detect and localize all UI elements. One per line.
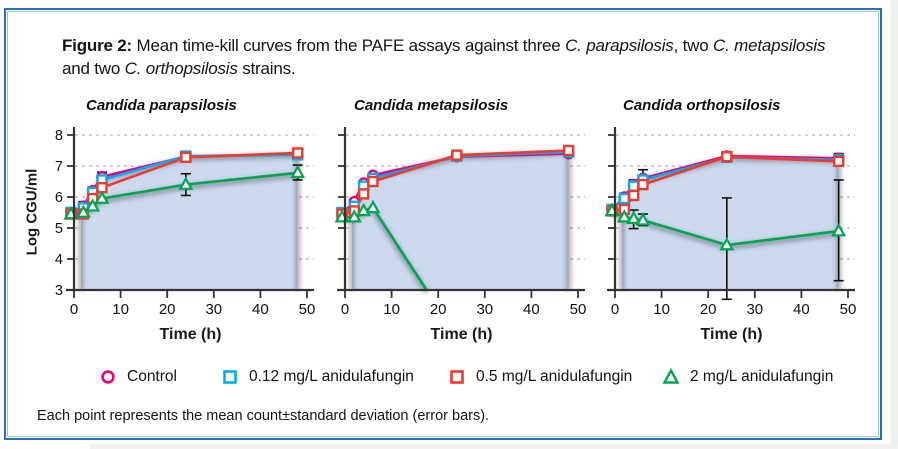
legend-item-control: Control [98, 365, 177, 389]
x-tick-label: 50 [299, 301, 316, 318]
y-tick-label: 5 [55, 221, 63, 237]
y-tick-label: 4 [55, 252, 63, 268]
x-tick-label: 10 [383, 301, 400, 318]
data-point-marker [635, 212, 651, 226]
x-tick-label: 40 [793, 301, 810, 318]
chart-svg-candida-orthopsilosis: 0 10 20 30 40 50 [604, 127, 857, 318]
title-segment: , two [673, 36, 714, 55]
timekill-chart-parapsilosis: 3 4 5 6 7 8 0 10 20 30 40 50 [48, 121, 320, 325]
page-margin-right [890, 0, 898, 449]
legend-item-0-12-mg-l-anidulafungin: 0.12 mg/L anidulafungin [220, 365, 414, 389]
x-tick-label: 40 [252, 301, 269, 318]
data-point-marker [290, 164, 306, 179]
x-tick-label: 50 [570, 301, 587, 318]
panel-title-metapsilosis: Candida metapsilosis [354, 97, 509, 114]
x-axis-label-3: Time (h) [700, 326, 763, 343]
data-point-marker [291, 147, 304, 159]
panel-title-parapsilosis: Candida parapsilosis [86, 97, 237, 114]
legend-label: 0.5 mg/L anidulafungin [476, 368, 633, 385]
x-tick-label: 50 [840, 301, 857, 318]
x-tick-label: 20 [159, 301, 176, 318]
legend-item-2-mg-l-anidulafungin: 2 mg/L anidulafungin [661, 365, 833, 389]
data-point-marker [637, 178, 649, 191]
y-axis-label: Log CGU/ml [23, 168, 41, 256]
square-marker-icon [450, 370, 464, 384]
data-point-marker [451, 149, 463, 161]
title-segment: strains. [237, 59, 296, 78]
y-tick-label: 6 [55, 190, 63, 206]
x-tick-label: 0 [70, 301, 78, 318]
x-tick-label: 10 [653, 301, 670, 318]
data-point-marker [616, 209, 632, 223]
x-tick-label: 40 [523, 301, 540, 318]
data-point-marker [75, 204, 91, 218]
data-point-marker [721, 151, 733, 163]
x-tick-label: 20 [430, 301, 447, 318]
figure-caption: Each point represents the mean count±sta… [37, 408, 490, 424]
x-axis-label-1: Time (h) [159, 326, 222, 343]
x-tick-label: 30 [746, 301, 763, 318]
triangle-marker-icon [662, 368, 680, 384]
data-point-marker [719, 236, 735, 251]
data-point-marker [357, 188, 370, 200]
circle-marker-icon [101, 370, 115, 384]
legend-label: 2 mg/L anidulafungin [690, 368, 834, 385]
timekill-chart-metapsilosis: 0 10 20 30 40 50 [319, 121, 591, 325]
page-margin-bottom [90, 444, 898, 449]
axes [607, 127, 855, 298]
square-marker-icon [223, 370, 237, 384]
data-point-marker [346, 209, 362, 223]
figure-frame: Figure 2: Mean time-kill curves from the… [4, 8, 882, 440]
data-point-marker [627, 189, 640, 202]
chart-svg-candida-metapsilosis: 0 10 20 30 40 50 [334, 127, 587, 318]
x-tick-label: 20 [700, 301, 717, 318]
area-fill [351, 150, 569, 290]
axes [66, 127, 314, 298]
chart-svg-candida-parapsilosis: 3 4 5 6 7 8 0 10 20 30 40 50 [55, 127, 316, 318]
title-segment: C. parapsilosis [565, 36, 674, 55]
data-point-marker [85, 198, 101, 212]
data-point-marker [367, 175, 379, 188]
x-tick-label: 30 [476, 301, 493, 318]
data-point-marker [627, 180, 640, 192]
data-point-marker [562, 144, 575, 157]
title-segment: Mean time-kill curves from the PAFE assa… [132, 36, 566, 55]
area-fill [621, 156, 839, 290]
title-segment: C. metapsilosis [713, 36, 826, 55]
x-axis-label-2: Time (h) [430, 326, 493, 343]
data-point-marker [831, 223, 847, 237]
series-markers-2-mg-l-anidulafungin [63, 164, 306, 220]
data-point-marker [180, 151, 192, 164]
data-point-marker [832, 155, 845, 168]
data-point-marker [618, 192, 631, 205]
panel-title-orthopsilosis: Candida orthopsilosis [623, 97, 781, 114]
data-point-marker [94, 190, 110, 204]
axes [337, 127, 585, 298]
area-fill [80, 152, 298, 290]
y-tick-label: 8 [55, 128, 63, 144]
legend-label: Control [127, 368, 177, 385]
title-segment: and two [62, 59, 125, 78]
title-segment: Figure 2: [62, 36, 132, 55]
legend-label: 0.12 mg/L anidulafungin [249, 368, 414, 385]
x-tick-label: 30 [205, 301, 222, 318]
x-tick-label: 10 [112, 301, 129, 318]
data-point-marker [365, 199, 381, 214]
timekill-chart-orthopsilosis: 0 10 20 30 40 50 [589, 121, 861, 325]
x-tick-label: 0 [341, 301, 349, 318]
data-point-marker [626, 210, 642, 224]
y-tick-label: 3 [55, 283, 63, 299]
title-segment: C. orthopsilosis [124, 59, 238, 78]
data-point-marker [178, 176, 194, 190]
legend-item-0-5-mg-l-anidulafungin: 0.5 mg/L anidulafungin [447, 365, 632, 389]
y-tick-label: 7 [55, 159, 63, 175]
figure-title: Figure 2: Mean time-kill curves from the… [62, 34, 848, 80]
x-tick-label: 0 [611, 301, 619, 318]
